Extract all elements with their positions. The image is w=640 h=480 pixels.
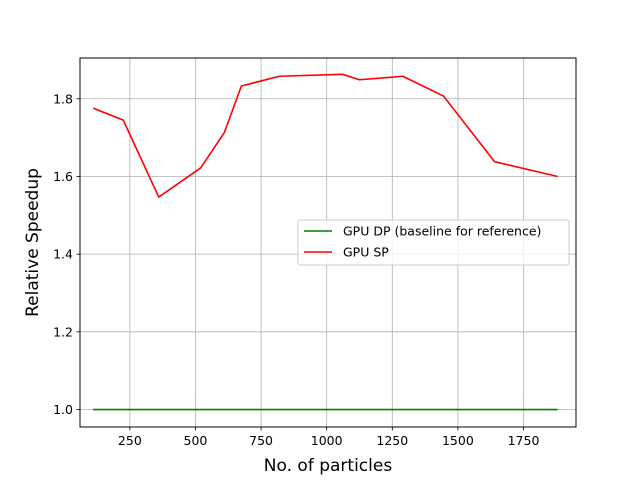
x-tick-label: 250 bbox=[118, 433, 142, 448]
plot-frame bbox=[79, 57, 577, 428]
x-axis-label: No. of particles bbox=[264, 456, 393, 476]
legend-box bbox=[297, 219, 570, 266]
legend: GPU DP (baseline for reference) GPU SP bbox=[297, 219, 570, 266]
axis-ticks: 250 500 750 1000 1250 1500 1750 1.0 1.2 1.4 1.6 1.8 bbox=[53, 91, 539, 448]
y-tick-label: 1.2 bbox=[53, 324, 73, 339]
y-tick-label: 1.0 bbox=[53, 402, 73, 417]
y-axis-label: Relative Speedup bbox=[23, 168, 43, 317]
y-tick-label: 1.6 bbox=[53, 169, 73, 184]
x-tick-label: 1750 bbox=[508, 433, 540, 448]
plot-lines bbox=[92, 73, 558, 411]
x-tick-label: 1500 bbox=[442, 433, 474, 448]
x-tick-label: 1250 bbox=[376, 433, 408, 448]
x-tick-label: 500 bbox=[184, 433, 208, 448]
legend-label-gpu-sp: GPU SP bbox=[343, 245, 389, 260]
series-line-gpu-sp bbox=[92, 73, 558, 198]
x-tick-label: 750 bbox=[249, 433, 273, 448]
x-tick-label: 1000 bbox=[311, 433, 343, 448]
legend-label-gpu-dp: GPU DP (baseline for reference) bbox=[343, 224, 541, 239]
y-tick-label: 1.4 bbox=[53, 247, 73, 262]
y-tick-label: 1.8 bbox=[53, 91, 73, 106]
